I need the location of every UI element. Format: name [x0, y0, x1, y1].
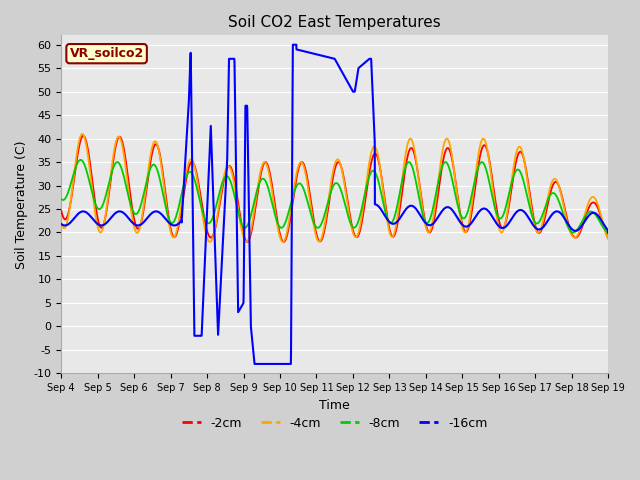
- Text: VR_soilco2: VR_soilco2: [70, 47, 144, 60]
- Legend: -2cm, -4cm, -8cm, -16cm: -2cm, -4cm, -8cm, -16cm: [177, 412, 492, 435]
- Title: Soil CO2 East Temperatures: Soil CO2 East Temperatures: [228, 15, 441, 30]
- X-axis label: Time: Time: [319, 398, 350, 412]
- Y-axis label: Soil Temperature (C): Soil Temperature (C): [15, 140, 28, 269]
